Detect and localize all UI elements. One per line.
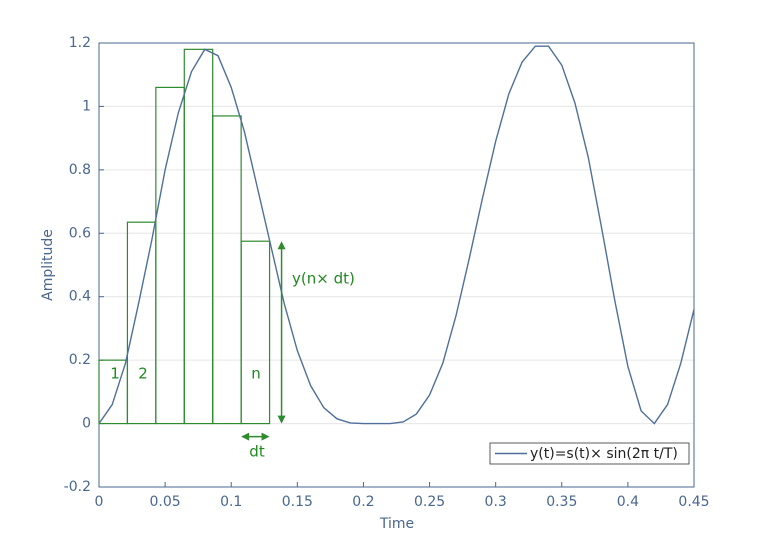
x-tick-label: 0.35 — [546, 494, 577, 510]
y-tick-label: 0 — [82, 416, 91, 432]
step-bar — [155, 86, 185, 425]
step-bar — [126, 221, 157, 425]
y-tick-label: 0.4 — [69, 289, 91, 305]
x-tick-label: 0.4 — [617, 494, 639, 510]
x-tick-label: 0.2 — [352, 494, 374, 510]
axes-box — [98, 42, 695, 488]
legend-box — [489, 442, 690, 465]
x-tick-label: 0.45 — [678, 494, 709, 510]
step-bar — [183, 48, 214, 425]
x-tick-label: 0.1 — [220, 494, 242, 510]
step-bar — [240, 240, 271, 425]
x-tick-label: 0.25 — [414, 494, 445, 510]
x-tick-label: 0.05 — [150, 494, 181, 510]
x-axis-label: Time — [379, 516, 414, 532]
arrow-head — [241, 432, 270, 441]
step-bar — [212, 115, 242, 425]
y-tick-label: 0.6 — [69, 225, 91, 241]
y-tick-label: 0.2 — [69, 352, 91, 368]
y-tick-label: 1.2 — [69, 35, 91, 51]
annotation: 2 — [138, 365, 148, 383]
y-axis-label: Amplitude — [40, 229, 56, 301]
annotation: y(n× dt) — [292, 270, 355, 288]
x-tick-label: 0 — [95, 494, 104, 510]
annotation: dt — [249, 443, 265, 461]
y-tick-label: 0.8 — [69, 162, 91, 178]
legend-label: y(t)=s(t)× sin(2π t/T) — [530, 446, 678, 462]
x-tick-label: 0.3 — [485, 494, 507, 510]
y-tick-label: 1 — [82, 98, 91, 114]
x-tick-label: 0.15 — [282, 494, 313, 510]
line — [98, 45, 695, 425]
annotation: 1 — [110, 365, 120, 383]
annotation: n — [251, 365, 261, 383]
y-tick-label: -0.2 — [64, 479, 91, 495]
